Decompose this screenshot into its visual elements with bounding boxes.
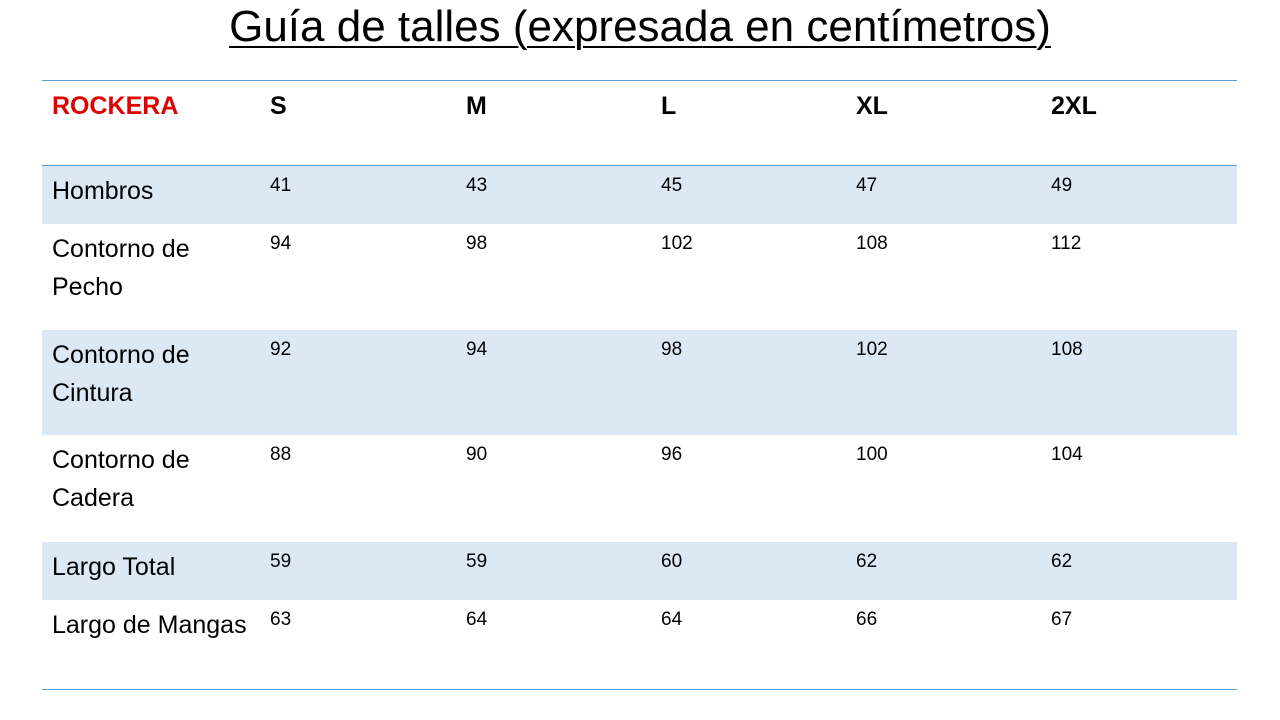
- measure-value: 92: [270, 339, 292, 360]
- size-header: L: [661, 92, 677, 120]
- measure-value: 66: [856, 609, 878, 630]
- measure-value: 100: [856, 444, 888, 465]
- measure-value: 102: [856, 339, 888, 360]
- table-row: Contorno de Cintura 92 94 98 102 108: [42, 330, 1237, 435]
- measure-value: 63: [270, 609, 292, 630]
- size-header: 2XL: [1051, 92, 1097, 120]
- measure-label: Contorno de Pecho: [52, 235, 190, 301]
- measure-value: 59: [466, 551, 488, 572]
- table-row: Contorno de Cadera 88 90 96 100 104: [42, 435, 1237, 542]
- measure-value: 62: [856, 551, 878, 572]
- measure-label: Largo Total: [52, 553, 176, 581]
- measure-value: 47: [856, 175, 878, 196]
- measure-value: 102: [661, 233, 693, 254]
- size-header: XL: [856, 92, 888, 120]
- size-header: S: [270, 92, 287, 120]
- measure-label: Contorno de Cadera: [52, 446, 190, 512]
- measure-label: Largo de Mangas: [52, 611, 247, 639]
- measure-value: 104: [1051, 444, 1083, 465]
- table-row: Largo Total 59 59 60 62 62: [42, 542, 1237, 600]
- measure-value: 41: [270, 175, 292, 196]
- measure-value: 98: [466, 233, 488, 254]
- measure-value: 64: [466, 609, 488, 630]
- measure-label: Contorno de Cintura: [52, 341, 190, 407]
- measure-value: 64: [661, 609, 683, 630]
- title: Guía de talles (expresada en centímetros…: [229, 2, 1051, 51]
- measure-value: 98: [661, 339, 683, 360]
- measure-value: 94: [270, 233, 292, 254]
- measure-value: 108: [1051, 339, 1083, 360]
- measure-value: 67: [1051, 609, 1073, 630]
- measure-value: 43: [466, 175, 488, 196]
- size-table: ROCKERA S M L XL 2XL Hombros 41 43 45 47 49 Contorno…: [42, 80, 1237, 690]
- measure-value: 60: [661, 551, 683, 572]
- table-row: Contorno de Pecho 94 98 102 108 112: [42, 224, 1237, 330]
- measure-value: 62: [1051, 551, 1073, 572]
- model-name: ROCKERA: [52, 92, 179, 120]
- measure-label: Hombros: [52, 177, 154, 205]
- header-row: ROCKERA S M L XL 2XL: [42, 81, 1237, 166]
- measure-value: 88: [270, 444, 292, 465]
- table-row: Hombros 41 43 45 47 49: [42, 166, 1237, 224]
- measure-value: 94: [466, 339, 488, 360]
- measure-value: 49: [1051, 175, 1073, 196]
- measure-value: 96: [661, 444, 683, 465]
- size-header: M: [466, 92, 487, 120]
- measure-value: 108: [856, 233, 888, 254]
- measure-value: 45: [661, 175, 683, 196]
- measure-value: 90: [466, 444, 488, 465]
- measure-value: 112: [1051, 233, 1082, 254]
- table-row: Largo de Mangas 63 64 64 66 67: [42, 600, 1237, 689]
- measure-value: 59: [270, 551, 292, 572]
